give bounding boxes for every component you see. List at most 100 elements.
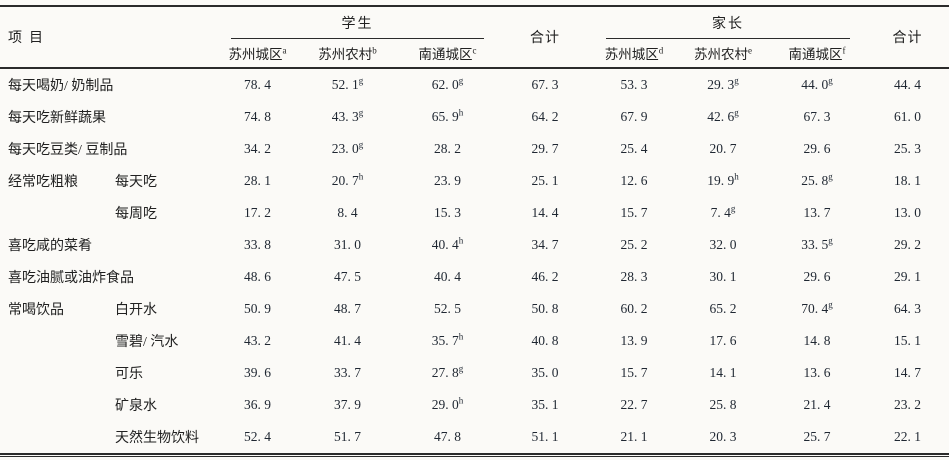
region-sup: b [372,45,377,56]
value-cell: 36. 9 [244,397,271,412]
value-cell: 30. 1 [709,269,737,284]
value-cell: 23. 0g [331,139,364,156]
region-header-suzhou-urban-d: 苏州城区d [604,45,664,62]
region-sup: d [658,45,664,56]
value-cell: 39. 6 [244,365,271,380]
row-label: 每天吃豆类/ 豆制品 [8,143,128,158]
table-body: 每天喝奶/ 奶制品 78. 4 52. 1g 62. 0g 67. 3 53. 3 29. … [0,68,949,454]
value-cell: 25. 4 [620,141,648,156]
value-cell: 60. 2 [620,301,648,316]
value-cell: 29. 0h [431,395,464,412]
region-header-suzhou-rural-b: 苏州农村b [318,45,377,62]
value-cell: 13. 0 [894,205,922,220]
table-row: 经常吃粗粮 每天吃 28. 1 20. 7h 23. 9 25. 1 12. 6 19. 9h… [0,165,949,197]
table-header: 项 目 学生 合计 家长 合计 苏州城区a 苏州农村b 南通城区c 苏州城区d … [0,6,949,68]
value-cell: 74. 8 [244,109,271,124]
value-cell: 40. 4h [431,235,464,252]
row-sublabel: 天然生物饮料 [115,431,199,446]
value-cell: 35. 7h [431,331,464,348]
row-sublabel: 雪碧/ 汽水 [115,335,179,350]
value-cell: 29. 7 [531,141,559,156]
row-label: 喜吃咸的菜肴 [8,239,92,254]
value-cell: 28. 3 [620,269,648,284]
total-header-parents: 合计 [892,31,923,46]
value-cell: 62. 0g [431,75,464,92]
significance-sup: g [358,139,364,150]
students-group-label: 学生 [231,7,485,39]
value-cell: 15. 1 [894,333,922,348]
value-cell: 40. 4 [434,269,461,284]
value-cell: 13. 7 [803,205,831,220]
value-cell: 29. 2 [894,237,922,252]
value-cell: 23. 2 [894,397,922,412]
significance-sup: g [730,203,736,214]
value-cell: 7. 4g [710,203,736,220]
value-cell: 20. 7h [331,171,364,188]
significance-sup: h [458,235,464,246]
value-cell: 65. 2 [709,301,737,316]
value-cell: 13. 6 [803,365,831,380]
table-row: 每周吃 17. 2 8. 4 15. 3 14. 4 15. 7 7. 4g 13. 7 13.… [0,197,949,229]
significance-sup: g [358,107,364,118]
value-cell: 22. 1 [894,429,922,444]
table-row: 雪碧/ 汽水 43. 2 41. 4 35. 7h 40. 8 13. 9 17. 6 14.… [0,325,949,357]
value-cell: 13. 9 [620,333,648,348]
value-cell: 29. 1 [894,269,922,284]
value-cell: 40. 8 [531,333,559,348]
value-cell: 25. 1 [531,173,559,188]
value-cell: 12. 6 [620,173,648,188]
value-cell: 25. 3 [894,141,922,156]
value-cell: 51. 7 [334,429,361,444]
value-cell: 29. 6 [803,269,831,284]
region-header-suzhou-urban-a: 苏州城区a [228,45,287,62]
value-cell: 20. 3 [709,429,737,444]
row-group-label: 常喝饮品 [8,303,64,318]
item-column-header: 项 目 [0,6,215,68]
value-cell: 67. 9 [620,109,648,124]
significance-sup: h [458,331,464,342]
group-header-parents: 家长 [590,6,866,39]
significance-sup: g [358,75,364,86]
significance-sup: h [358,171,364,182]
value-cell: 52. 4 [244,429,271,444]
value-cell: 50. 9 [244,301,271,316]
value-cell: 46. 2 [531,269,559,284]
value-cell: 18. 1 [894,173,922,188]
value-cell: 67. 3 [803,109,831,124]
value-cell: 25. 2 [620,237,648,252]
value-cell: 25. 8g [801,171,833,188]
row-sublabel: 每周吃 [115,207,157,222]
significance-sup: g [458,75,464,86]
table-row: 喜吃咸的菜肴 33. 8 31. 0 40. 4h 34. 7 25. 2 32. 0 33.… [0,229,949,261]
value-cell: 28. 2 [434,141,461,156]
table-row: 每天吃新鲜蔬果 74. 8 43. 3g 65. 9h 64. 2 67. 9 42. 6g… [0,101,949,133]
significance-sup: h [734,171,739,182]
value-cell: 50. 8 [531,301,559,316]
value-cell: 29. 3g [707,75,739,92]
value-cell: 44. 0g [801,75,833,92]
value-cell: 14. 8 [803,333,831,348]
significance-sup: g [828,75,833,86]
table-row: 喜吃油腻或油炸食品 48. 6 47. 5 40. 4 46. 2 28. 3 30. 1 2… [0,261,949,293]
row-group-label [0,389,105,421]
row-sublabel: 可乐 [115,367,143,382]
header-row-regions: 苏州城区a 苏州农村b 南通城区c 苏州城区d 苏州农村e 南通城区f [0,39,949,68]
row-sublabel: 白开水 [115,303,157,318]
value-cell: 48. 6 [244,269,271,284]
value-cell: 14. 7 [894,365,922,380]
value-cell: 37. 9 [334,397,361,412]
region-sup: a [282,45,287,56]
value-cell: 29. 6 [803,141,831,156]
value-cell: 23. 9 [434,173,461,188]
region-header-nantong-urban-c: 南通城区c [418,45,477,62]
value-cell: 33. 8 [244,237,271,252]
value-cell: 15. 3 [434,205,461,220]
region-sup: f [842,45,846,56]
value-cell: 53. 3 [620,77,648,92]
value-cell: 14. 1 [709,365,737,380]
significance-sup: g [828,171,833,182]
table-row: 矿泉水 36. 9 37. 9 29. 0h 35. 1 22. 7 25. 8 21. 4 2… [0,389,949,421]
header-row-groups: 项 目 学生 合计 家长 合计 [0,6,949,46]
table-row: 常喝饮品 白开水 50. 9 48. 7 52. 5 50. 8 60. 2 65. 2 70.… [0,293,949,325]
